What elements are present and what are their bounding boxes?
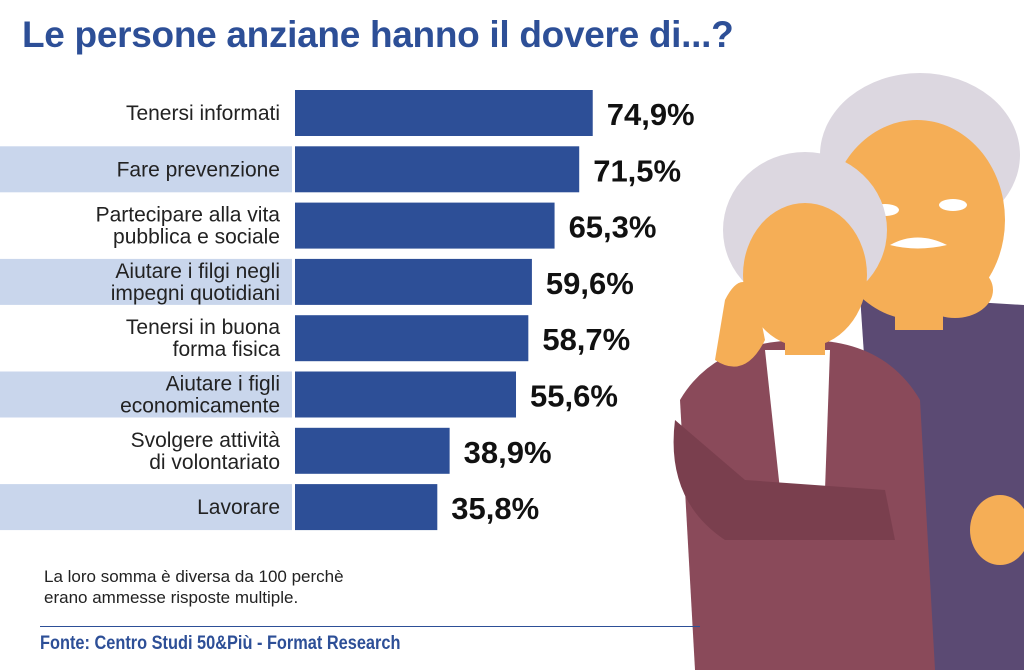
- man-moustache: [890, 237, 947, 249]
- bar: [295, 427, 450, 474]
- note-line-1: La loro somma è diversa da 100 perchè: [44, 567, 344, 586]
- category-label: pubblica e sociale: [113, 226, 280, 249]
- source-text: Fonte: Centro Studi 50&Più - Format Rese…: [40, 633, 401, 654]
- note-line-2: erano ammesse risposte multiple.: [44, 588, 299, 607]
- bar: [295, 315, 529, 362]
- bar: [295, 146, 580, 193]
- chart-title: Le persone anziane hanno il dovere di...…: [22, 14, 734, 55]
- value-label: 58,7%: [542, 322, 630, 357]
- value-label: 74,9%: [607, 97, 695, 132]
- elderly-couple-thinking-illustration: [673, 73, 1024, 670]
- bar: [295, 202, 555, 249]
- category-label: Tenersi in buona: [126, 316, 280, 339]
- woman-head: [743, 203, 867, 347]
- bar: [295, 484, 438, 531]
- category-label: Fare prevenzione: [117, 158, 280, 181]
- category-label: Aiutare i filgi negli: [115, 260, 280, 283]
- category-label: forma fisica: [173, 338, 281, 361]
- value-label: 38,9%: [464, 435, 552, 470]
- row-band: [0, 371, 292, 418]
- category-label: Tenersi informati: [126, 102, 280, 125]
- value-label: 59,6%: [546, 266, 634, 301]
- bar: [295, 90, 593, 136]
- bar: [295, 258, 532, 305]
- category-label: Partecipare alla vita: [96, 204, 281, 227]
- row-band: [0, 484, 292, 531]
- value-label: 35,8%: [451, 491, 539, 526]
- source-rule: [40, 626, 700, 627]
- category-label: Aiutare i figli: [166, 373, 280, 396]
- value-label: 55,6%: [530, 379, 618, 414]
- woman-hand: [715, 282, 765, 367]
- row-band: [0, 146, 292, 193]
- category-label: Lavorare: [197, 496, 280, 519]
- value-label: 71,5%: [593, 153, 681, 188]
- value-label: 65,3%: [569, 210, 657, 245]
- woman-arm: [673, 420, 895, 540]
- bar: [295, 371, 517, 418]
- category-label: di volontariato: [149, 451, 280, 474]
- man-hand-lower: [970, 495, 1024, 565]
- bar-chart: Tenersi informati 74,9% Fare prevenzione 71…: [0, 90, 695, 531]
- category-label: Svolgere attività: [131, 429, 281, 452]
- category-label: economicamente: [120, 395, 280, 418]
- category-label: impegni quotidiani: [111, 282, 280, 305]
- woman-neck: [785, 330, 825, 355]
- row-band: [0, 258, 292, 305]
- man-hand: [917, 262, 993, 318]
- woman-shirt: [765, 350, 830, 490]
- note: La loro somma è diversa da 100 perchè er…: [44, 566, 344, 608]
